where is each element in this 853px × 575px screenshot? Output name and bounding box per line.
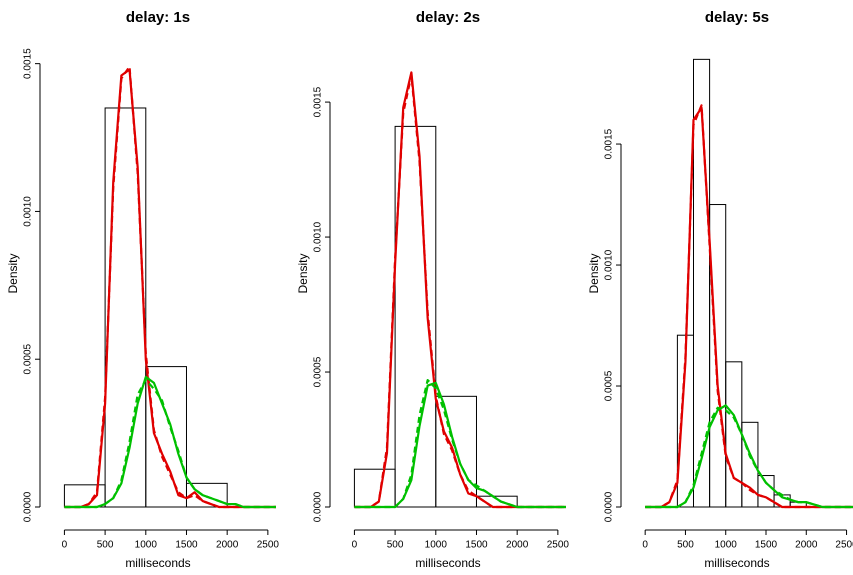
x-tick-label: 1000 — [425, 540, 448, 551]
density-line — [354, 71, 566, 509]
density-line — [645, 406, 853, 509]
x-tick-label: 1000 — [715, 540, 738, 551]
x-tick-label: 2500 — [257, 540, 280, 551]
x-tick-label: 1500 — [175, 540, 198, 551]
y-axis-label: Density — [296, 253, 310, 293]
x-tick-label: 0 — [62, 540, 68, 551]
x-tick-label: 2000 — [216, 540, 239, 551]
y-tick-label: 0.0015 — [23, 48, 34, 79]
x-tick-label: 0 — [642, 540, 648, 551]
density-line — [64, 65, 276, 509]
x-axis-label: milliseconds — [704, 556, 769, 570]
x-axis-label: milliseconds — [415, 556, 480, 570]
x-tick-label: 1500 — [465, 540, 488, 551]
x-tick-label: 2000 — [506, 540, 529, 551]
x-tick-label: 1500 — [755, 540, 778, 551]
chart-title: delay: 1s — [126, 9, 190, 26]
density-line — [64, 375, 276, 509]
x-tick-label: 2000 — [795, 540, 818, 551]
x-tick-label: 0 — [352, 540, 358, 551]
y-tick-label: 0.0000 — [23, 491, 34, 522]
y-tick-label: 0.0005 — [604, 370, 615, 401]
chart-title: delay: 5s — [705, 9, 769, 26]
bar — [741, 421, 759, 508]
y-tick-label: 0.0000 — [604, 491, 615, 522]
density-line — [354, 73, 566, 509]
x-tick-label: 500 — [677, 540, 694, 551]
bar — [145, 366, 187, 508]
y-axis-label: Density — [6, 253, 20, 293]
y-tick-label: 0.0010 — [604, 249, 615, 280]
x-tick-label: 2500 — [547, 540, 570, 551]
x-tick-label: 500 — [97, 540, 114, 551]
panel: delay: 5s milliseconds Density 0 500 1000 1500… — [587, 9, 853, 570]
x-tick-label: 2500 — [835, 540, 853, 551]
density-line — [64, 378, 276, 509]
density-line — [64, 68, 276, 509]
bar — [63, 484, 106, 508]
bar — [353, 468, 396, 508]
density-line — [645, 106, 853, 509]
density-line — [354, 379, 566, 509]
x-axis-label: milliseconds — [125, 556, 190, 570]
bar — [185, 482, 228, 508]
y-tick-label: 0.0010 — [313, 221, 324, 252]
chart-title: delay: 2s — [416, 9, 480, 26]
bar — [435, 395, 477, 508]
y-tick-label: 0.0015 — [313, 86, 324, 117]
panel: delay: 1s milliseconds Density 0 500 1000 1500… — [6, 9, 279, 570]
y-tick-label: 0.0010 — [23, 196, 34, 227]
bar — [725, 361, 743, 508]
y-tick-label: 0.0005 — [23, 343, 34, 374]
bar — [709, 204, 727, 508]
y-tick-label: 0.0005 — [313, 356, 324, 387]
x-tick-label: 500 — [387, 540, 404, 551]
x-tick-label: 1000 — [135, 540, 158, 551]
y-axis-label: Density — [587, 253, 601, 293]
panel: delay: 2s milliseconds Density 0 500 1000 1500… — [296, 9, 569, 570]
y-tick-label: 0.0000 — [313, 491, 324, 522]
bar — [104, 107, 147, 508]
density-line — [645, 104, 853, 509]
y-tick-label: 0.0015 — [604, 128, 615, 159]
bar — [757, 475, 775, 508]
